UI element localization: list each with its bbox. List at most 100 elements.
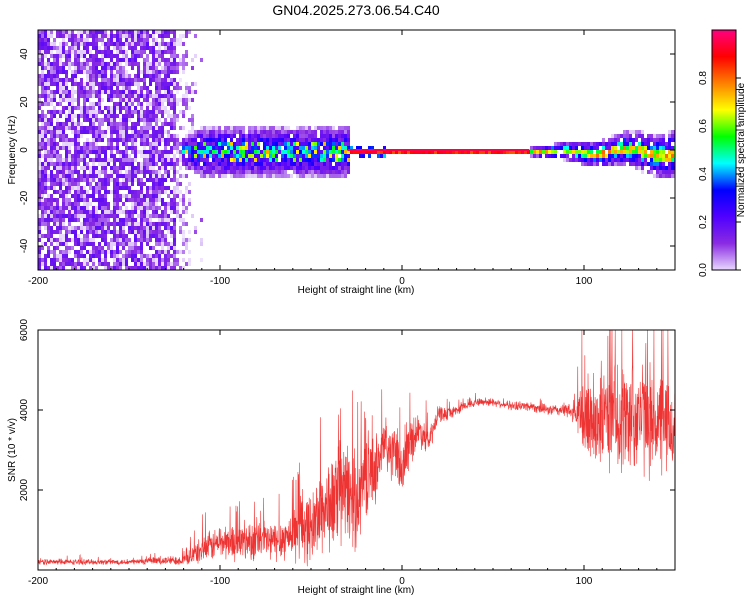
spectrogram-cell — [83, 214, 86, 218]
spectrogram-cell — [122, 54, 125, 58]
spectrogram-cell — [65, 58, 68, 62]
spectrogram-cell — [368, 150, 371, 154]
spectrogram-cell — [68, 182, 71, 186]
spectrogram-cell — [173, 250, 176, 254]
spectrogram-cell — [632, 142, 635, 146]
spectrogram-cell — [563, 142, 566, 146]
spectrogram-cell — [92, 206, 95, 210]
spectrogram-cell — [56, 254, 59, 258]
spectrogram-cell — [83, 210, 86, 214]
spectrogram-cell — [377, 150, 380, 154]
spectrogram-cell — [395, 150, 398, 154]
spectrogram-cell — [167, 58, 170, 62]
spectrogram-cell — [86, 58, 89, 62]
spectrogram-cell — [221, 170, 224, 174]
spectrogram-cell — [326, 150, 329, 154]
spectrogram-cell — [182, 158, 185, 162]
spectrogram-cell — [149, 134, 152, 138]
spectrogram-cell — [203, 134, 206, 138]
spectrogram-cell — [656, 174, 659, 178]
spectrogram-cell — [77, 174, 80, 178]
spectrogram-cell — [197, 158, 200, 162]
spectrogram-cell — [269, 166, 272, 170]
spectrogram-cell — [209, 134, 212, 138]
spectrogram-cell — [176, 98, 179, 102]
spectrogram-cell — [143, 174, 146, 178]
spectrogram-cell — [365, 150, 368, 154]
spectrogram-cell — [101, 214, 104, 218]
spectrogram-cell — [86, 242, 89, 246]
spectrogram-cell — [62, 82, 65, 86]
spectrogram-cell — [620, 154, 623, 158]
spectrogram-cell — [203, 146, 206, 150]
spectrogram-cell — [602, 150, 605, 154]
spectrogram-cell — [158, 154, 161, 158]
spectrogram-cell — [161, 178, 164, 182]
spectrogram-cell — [341, 154, 344, 158]
spectrogram-cell — [101, 58, 104, 62]
spectrogram-cell — [239, 138, 242, 142]
spectrogram-cell — [185, 150, 188, 154]
spectrogram-cell — [53, 258, 56, 262]
spectrogram-cell — [278, 146, 281, 150]
spectrogram-cell — [146, 142, 149, 146]
colorbar-ticks: 0.00.20.40.60.8 — [698, 29, 741, 277]
spectrogram-cell — [80, 86, 83, 90]
spectrogram-cell — [80, 110, 83, 114]
spectrogram-cell — [146, 66, 149, 70]
spectrogram-cell — [236, 138, 239, 142]
spectrogram-cell — [626, 130, 629, 134]
spectrogram-cell — [116, 102, 119, 106]
spectrogram-cell — [158, 170, 161, 174]
spectrogram-cell — [83, 158, 86, 162]
spectrogram-cell — [449, 150, 452, 154]
spectrogram-cell — [95, 78, 98, 82]
spectrogram-cell — [254, 170, 257, 174]
spectrogram-cell — [89, 158, 92, 162]
spectrogram-cell — [362, 150, 365, 154]
spectrogram-cell — [635, 130, 638, 134]
spectrogram-cell — [95, 42, 98, 46]
spectrogram-cell — [164, 210, 167, 214]
spectrogram-cell — [149, 222, 152, 226]
spectrogram-cell — [143, 262, 146, 266]
spectrogram-cell — [95, 114, 98, 118]
spectrogram-cell — [158, 258, 161, 262]
spectrogram-cell — [44, 206, 47, 210]
spectrogram-cell — [170, 30, 173, 34]
spectrogram-cell — [155, 206, 158, 210]
spectrogram-cell — [125, 118, 128, 122]
spectrogram-cell — [305, 138, 308, 142]
spectrogram-cell — [131, 114, 134, 118]
spectrogram-cell — [152, 262, 155, 266]
spectrogram-cell — [647, 134, 650, 138]
spectrogram-cell — [50, 94, 53, 98]
spectrogram-cell — [359, 150, 362, 154]
spectrogram-cell — [86, 110, 89, 114]
spectrogram-cell — [329, 162, 332, 166]
spectrogram-cell — [647, 170, 650, 174]
spectrogram-cell — [44, 90, 47, 94]
spectrogram-cell — [548, 150, 551, 154]
spectrogram-cell — [86, 126, 89, 130]
spectrogram-cell — [92, 138, 95, 142]
spectrogram-cell — [176, 186, 179, 190]
spectrogram-cell — [161, 190, 164, 194]
spectrogram-cell — [92, 70, 95, 74]
spectrogram-cell — [41, 42, 44, 46]
spectrogram-cell — [275, 134, 278, 138]
spectrogram-cell — [71, 194, 74, 198]
spectrogram-cell — [152, 186, 155, 190]
spectrogram-cell — [164, 94, 167, 98]
spectrogram-cell — [65, 78, 68, 82]
spectrogram-cell — [326, 138, 329, 142]
spectrogram-cell — [92, 230, 95, 234]
spectrogram-cell — [53, 106, 56, 110]
spectrogram-cell — [227, 126, 230, 130]
spectrogram-cell — [62, 38, 65, 42]
spectrogram-cell — [164, 42, 167, 46]
spectrogram-cell — [98, 158, 101, 162]
spectrogram-cell — [71, 178, 74, 182]
spectrogram-cell — [278, 170, 281, 174]
spectrogram-cell — [266, 138, 269, 142]
